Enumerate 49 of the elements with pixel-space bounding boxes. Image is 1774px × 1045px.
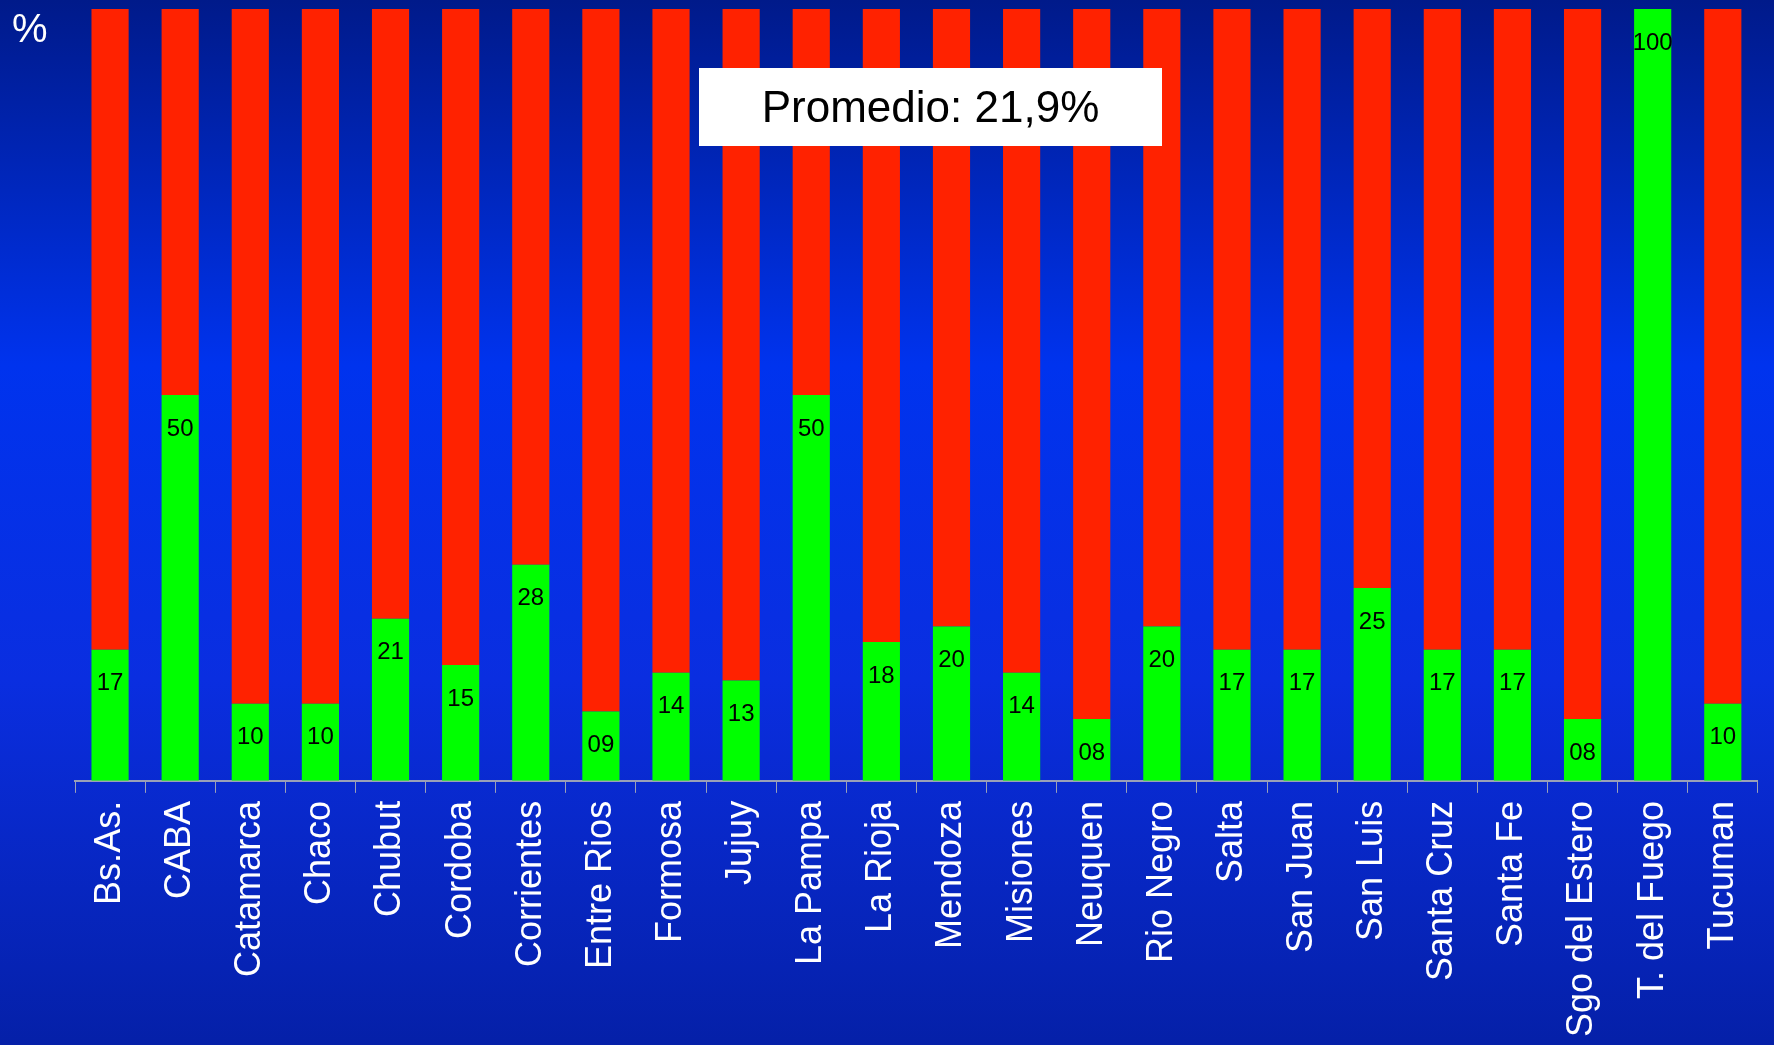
data-label: 17: [1499, 668, 1526, 696]
data-label: 20: [938, 645, 965, 673]
x-tick-label: T. del Fuego: [1629, 800, 1671, 999]
data-label: 18: [868, 660, 895, 688]
x-tick-label: Tucuman: [1699, 800, 1741, 950]
data-label: 15: [447, 683, 475, 711]
data-label: 08: [1078, 737, 1106, 765]
x-tick-label: Chaco: [297, 800, 339, 905]
annotation: Promedio: 21,9%: [699, 68, 1162, 146]
data-label: 20: [1148, 645, 1176, 673]
data-label: 10: [307, 722, 334, 750]
data-label: 50: [797, 413, 825, 441]
x-tick-label: Bs.As.: [86, 800, 128, 905]
data-label: 25: [1358, 606, 1386, 634]
x-tick-label: San Juan: [1279, 800, 1321, 953]
data-label: 13: [727, 699, 755, 727]
x-tick-label: Cordoba: [437, 799, 479, 939]
x-tick-label: Salta: [1208, 799, 1250, 883]
data-label: 14: [1008, 691, 1035, 719]
y-axis-title: %: [12, 6, 48, 51]
data-label: 50: [166, 413, 194, 441]
x-tick-label: Neuquen: [1068, 800, 1110, 947]
x-tick-label: CABA: [157, 800, 199, 899]
x-tick-label: Jujuy: [718, 800, 760, 885]
data-label: 17: [1428, 668, 1456, 696]
data-label: 21: [377, 637, 404, 665]
data-label: 10: [1709, 722, 1737, 750]
x-tick-label: Entre Rios: [577, 800, 619, 969]
x-tick-label: La Pampa: [788, 799, 830, 965]
data-label: 17: [96, 668, 124, 696]
x-tick-label: Sgo del Estero: [1559, 800, 1601, 1038]
x-tick-label: Santa Fe: [1489, 800, 1531, 947]
x-tick-label: Rio Negro: [1138, 800, 1180, 963]
x-tick-label: Corrientes: [507, 800, 549, 967]
x-tick-label: Santa Cruz: [1419, 800, 1461, 981]
data-label: 14: [657, 691, 685, 719]
x-tick-label: Formosa: [647, 799, 689, 943]
x-tick-label: La Rioja: [858, 799, 900, 933]
x-tick-label: Misiones: [998, 800, 1040, 943]
x-tick-label: Chubut: [367, 800, 409, 917]
x-tick-label: San Luis: [1349, 800, 1391, 941]
data-label: 17: [1218, 668, 1246, 696]
data-label: 28: [517, 583, 545, 611]
data-label: 09: [587, 730, 615, 758]
x-tick-label: Catamarca: [227, 799, 269, 977]
x-tick-label: Mendoza: [928, 799, 970, 949]
data-label: 17: [1288, 668, 1316, 696]
data-label: 08: [1569, 737, 1596, 765]
data-label: 10: [236, 722, 264, 750]
